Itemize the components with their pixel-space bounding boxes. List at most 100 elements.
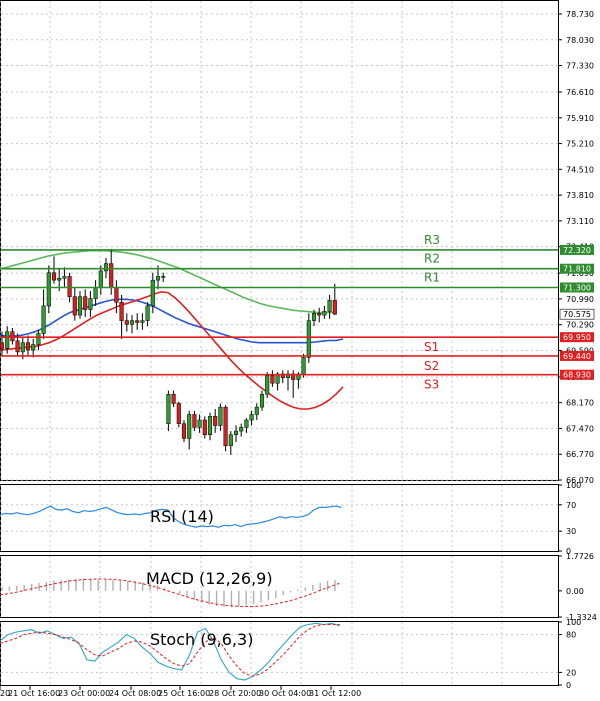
rsi-panel-frame xyxy=(0,484,559,552)
level-label-s2: S2 xyxy=(424,359,439,373)
candle-body xyxy=(317,313,322,316)
candle-body xyxy=(83,296,88,310)
x-tick-label: 23 Oct 00:00 xyxy=(58,689,110,698)
candle-body xyxy=(72,296,77,316)
candle-body xyxy=(223,406,228,447)
candle-body xyxy=(239,427,244,432)
pivot-levels: R3 R2 R1 S1 S2 S3 xyxy=(1,233,558,392)
rsi-tick-label: 0 xyxy=(566,547,571,556)
level-price-box xyxy=(560,263,594,274)
candle-body xyxy=(327,300,332,312)
candle-body xyxy=(301,357,306,375)
y-tick-label: 73.110 xyxy=(566,217,594,226)
candle-body xyxy=(140,320,145,323)
candle-body xyxy=(20,342,25,353)
candle-body xyxy=(202,419,207,435)
level-price-value: 69.440 xyxy=(563,352,591,361)
candle-body xyxy=(88,298,93,310)
candle-body xyxy=(46,272,51,307)
level-label-s1: S1 xyxy=(424,340,439,354)
level-price-box xyxy=(560,282,594,293)
level-price-value: 71.810 xyxy=(563,265,591,274)
candle-body xyxy=(25,342,31,351)
candle-body xyxy=(207,416,213,435)
candle-body xyxy=(109,263,114,288)
rsi-label: RSI (14) xyxy=(150,507,214,526)
candle-body xyxy=(31,344,36,351)
macd-tick-label: 0.00 xyxy=(566,587,584,596)
candle-body xyxy=(161,276,166,278)
candle-body xyxy=(129,320,135,325)
candle-body xyxy=(259,393,265,408)
stoch-tick-label: 80 xyxy=(566,631,576,640)
level-price-value: 72.320 xyxy=(563,246,591,255)
moving-average-blue xyxy=(0,298,344,344)
stoch-d-line xyxy=(0,624,340,677)
y-tick-label: 75.910 xyxy=(566,114,594,123)
candle-body xyxy=(5,331,10,349)
candle-body xyxy=(119,301,124,321)
level-price-box xyxy=(560,244,594,255)
level-label-r1: R1 xyxy=(424,270,440,284)
candle-body xyxy=(98,270,103,288)
level-price-value: 71.300 xyxy=(563,283,591,292)
candle-body xyxy=(244,419,249,428)
current-price-box xyxy=(559,308,595,320)
y-tick-label: 67.470 xyxy=(566,424,594,433)
candle-body xyxy=(228,434,233,447)
stoch-tick-label: 100 xyxy=(566,618,581,627)
candle-body xyxy=(265,375,270,395)
y-tick-label: 68.170 xyxy=(566,399,594,408)
candle-body xyxy=(41,305,46,334)
price-axis: 78.730 78.030 77.330 76.610 75.910 75.210 74.5… xyxy=(558,10,595,485)
candle-body xyxy=(62,276,67,279)
candle-body xyxy=(322,311,327,316)
candle-body xyxy=(36,333,41,345)
candle-body xyxy=(197,419,202,428)
grid-lines xyxy=(0,1,558,685)
candle-body xyxy=(93,287,98,299)
candle-body xyxy=(192,414,197,428)
y-tick-label: 78.730 xyxy=(566,10,594,19)
candle-body xyxy=(270,375,275,384)
level-price-value: 69.950 xyxy=(563,333,591,342)
candle-body xyxy=(51,272,57,281)
candle-body xyxy=(114,287,119,303)
candle-body xyxy=(311,313,317,321)
main-panel-frame xyxy=(0,0,559,481)
level-price-box xyxy=(560,332,594,343)
rsi-line xyxy=(0,505,342,528)
y-tick-label: 69.590 xyxy=(566,346,594,355)
candle-body xyxy=(332,300,337,315)
rsi-tick-label: 30 xyxy=(566,527,576,536)
rsi-tick-label: 70 xyxy=(566,501,576,510)
moving-average-red xyxy=(0,291,344,410)
candle-body xyxy=(181,423,187,439)
y-tick-label: 70.990 xyxy=(566,295,594,304)
candle-body xyxy=(166,393,171,424)
price-plot xyxy=(0,248,344,455)
y-tick-label: 75.210 xyxy=(566,140,594,149)
y-tick-label: 73.810 xyxy=(566,191,594,200)
candle-body xyxy=(10,331,15,342)
y-tick-label: 78.030 xyxy=(566,36,594,45)
candle-body xyxy=(77,296,83,316)
level-label-r3: R3 xyxy=(424,233,440,247)
macd-tick-label: -1.3324 xyxy=(566,613,597,622)
level-price-box xyxy=(560,369,594,380)
y-tick-label: 74.510 xyxy=(566,165,594,174)
candle-body xyxy=(145,305,150,321)
candle-body xyxy=(187,414,192,439)
macd-tick-label: 1.7726 xyxy=(566,552,594,561)
x-tick-label: 28 Oct 20:00 xyxy=(209,689,261,698)
candle-body xyxy=(103,263,109,272)
candle-body xyxy=(15,340,20,353)
candle-body xyxy=(0,342,5,349)
level-label-r2: R2 xyxy=(424,252,440,266)
candle-body xyxy=(155,276,161,281)
current-price-value: 70.575 xyxy=(563,310,591,319)
candle-body xyxy=(67,276,72,297)
